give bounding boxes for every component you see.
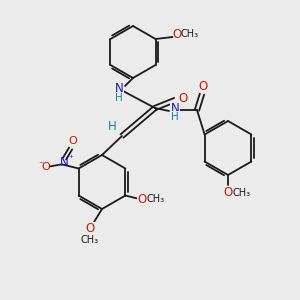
Text: H: H [171,112,179,122]
Text: CH₃: CH₃ [146,194,164,205]
Text: O: O [41,161,50,172]
Text: CH₃: CH₃ [181,29,199,39]
Text: CH₃: CH₃ [233,188,251,198]
Text: H: H [115,93,123,103]
Text: ⁻: ⁻ [38,160,43,170]
Text: O: O [138,193,147,206]
Text: N: N [60,156,69,169]
Text: O: O [178,92,188,106]
Text: O: O [85,223,94,236]
Text: ⁺: ⁺ [68,154,73,163]
Text: O: O [172,28,181,40]
Text: CH₃: CH₃ [81,235,99,245]
Text: O: O [224,187,232,200]
Text: N: N [115,82,123,95]
Text: O: O [198,80,208,92]
Text: O: O [68,136,77,146]
Text: N: N [171,101,179,115]
Text: H: H [108,121,116,134]
